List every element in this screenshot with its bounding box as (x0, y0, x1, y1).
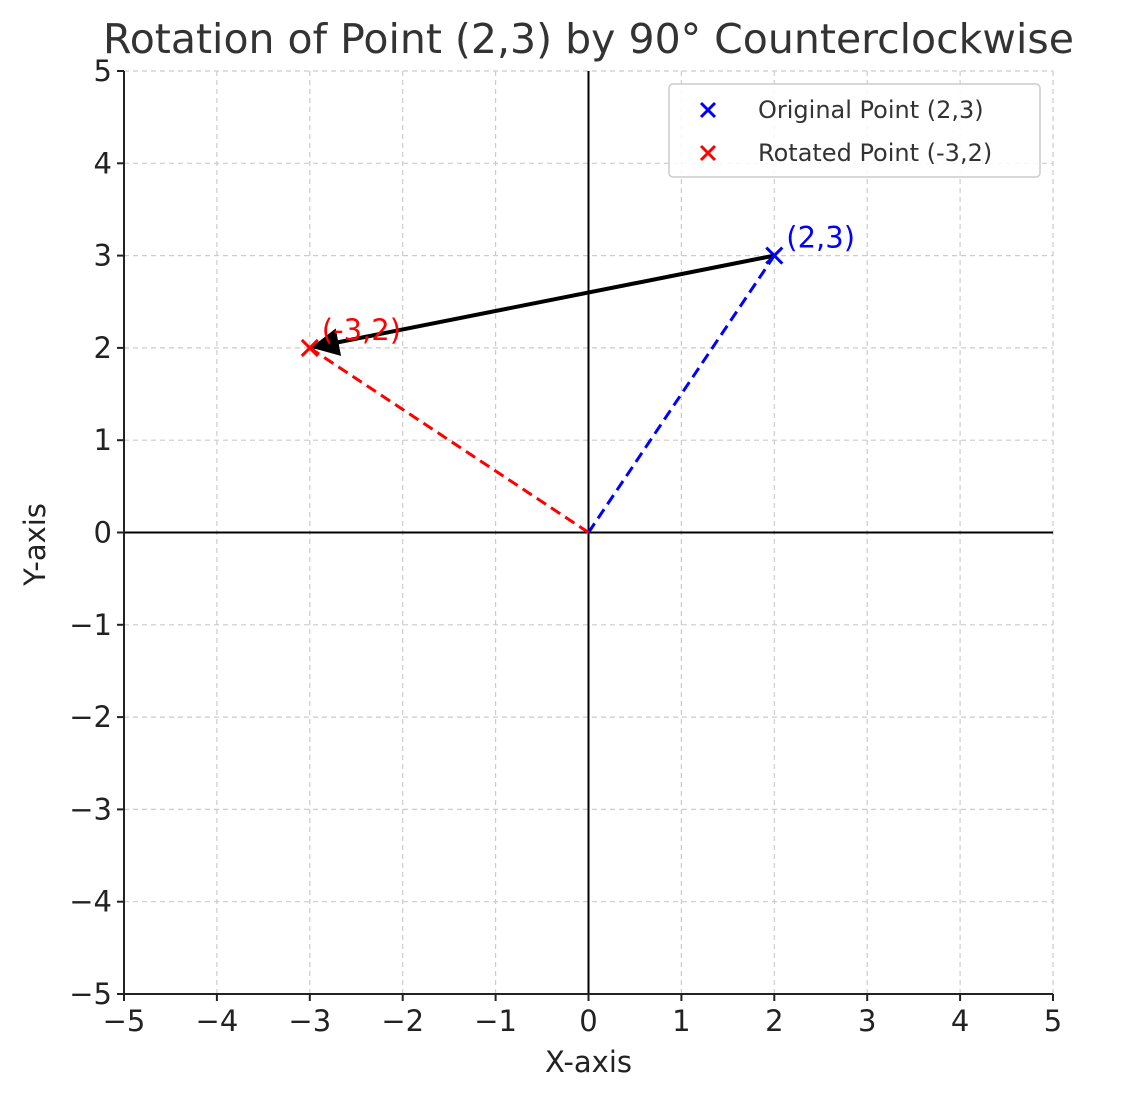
x-tick-label: 1 (672, 1004, 690, 1038)
y-tick-label: 1 (94, 423, 112, 457)
rotated-point-marker (300, 338, 319, 357)
x-tick-label: 4 (951, 1004, 969, 1038)
legend-rotated-marker-stroke-b (699, 144, 717, 162)
y-ticks: −5 −4 −3 −2 −1 0 1 2 3 4 5 (69, 54, 124, 1011)
y-tick-label: −5 (69, 977, 112, 1011)
y-tick-label: −3 (69, 792, 112, 826)
x-tick-label: −4 (196, 1004, 239, 1038)
original-point-marker-stroke-b (765, 246, 784, 265)
original-point-marker (765, 246, 784, 265)
x-tick-label: 2 (765, 1004, 783, 1038)
rotation-arrow (310, 253, 775, 356)
y-tick-label: −1 (69, 608, 112, 642)
legend-original-label: Original Point (2,3) (758, 96, 984, 124)
x-ticks: −5 −4 −3 −2 −1 0 1 2 3 4 5 (103, 994, 1062, 1038)
chart-title: Rotation of Point (2,3) by 90° Countercl… (103, 15, 1074, 63)
y-tick-label: −2 (69, 700, 112, 734)
rotated-point-marker-stroke-b (300, 338, 319, 357)
x-tick-label: 3 (858, 1004, 876, 1038)
y-tick-label: 0 (94, 516, 112, 550)
legend-original-marker (699, 101, 717, 119)
x-axis-title: X-axis (545, 1045, 632, 1079)
x-tick-label: 0 (579, 1004, 597, 1038)
x-tick-label: 5 (1044, 1004, 1062, 1038)
y-tick-label: 5 (94, 54, 112, 88)
y-tick-label: 2 (94, 331, 112, 365)
rotated-dashed-line (308, 346, 590, 534)
x-tick-label: −3 (288, 1004, 331, 1038)
original-point-label: (2,3) (786, 221, 855, 255)
x-tick-label: −5 (103, 1004, 146, 1038)
legend-original-marker-stroke-b (699, 101, 717, 119)
y-tick-label: −4 (69, 885, 112, 919)
legend-box (668, 83, 1041, 178)
y-tick-label: 3 (94, 239, 112, 273)
legend-rotated-label: Rotated Point (-3,2) (758, 139, 992, 167)
rotated-point-label: (-3,2) (322, 313, 401, 347)
y-axis-title: Y-axis (18, 503, 52, 587)
x-tick-label: −1 (474, 1004, 517, 1038)
original-dashed-line (587, 254, 776, 534)
x-tick-label: −2 (381, 1004, 424, 1038)
legend: Original Point (2,3) Rotated Point (-3,2) (668, 83, 1041, 178)
legend-rotated-marker (699, 144, 717, 162)
y-tick-label: 4 (94, 146, 112, 180)
